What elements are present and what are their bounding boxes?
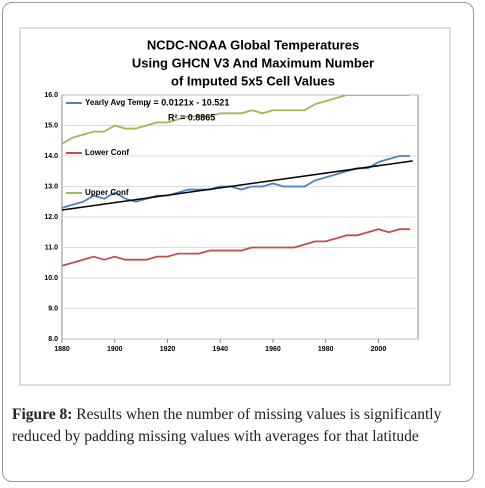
trend-r2: R² = 0.8865 [168,112,215,122]
chart-title: NCDC-NOAA Global Temperatures [147,37,359,52]
chart-title: of Imputed 5x5 Cell Values [171,73,335,88]
plot-lines [62,95,413,267]
caption-label: Figure 8: [12,406,73,423]
y-tick-label: 13.0 [44,183,58,190]
figure-frame [2,2,474,482]
y-tick-label: 16.0 [44,92,58,99]
series-line [62,95,411,145]
trend-equation: y = 0.0121x - 10.521 [146,97,229,107]
caption-text: Results when the number of missing value… [12,406,442,445]
x-tick-label: 1900 [107,346,123,353]
series-line [62,228,411,267]
y-tick-label: 8.0 [48,336,58,343]
chart: NCDC-NOAA Global Temperatures Using GHCN… [19,27,451,386]
trend-line [62,160,413,211]
x-tick-label: 1940 [212,346,228,353]
y-tick-label: 12.0 [44,214,58,221]
x-tick-label: 1920 [160,346,176,353]
y-tick-label: 15.0 [44,122,58,129]
y-tick-label: 14.0 [44,153,58,160]
caption: Figure 8: Results when the number of mis… [12,404,467,448]
x-tick-label: 1880 [54,346,70,353]
x-tick-label: 1980 [318,346,334,353]
legend-label: Yearly Avg Temp [85,98,148,107]
legend-label: Lower Conf [85,148,129,157]
chart-title: Using GHCN V3 And Maximum Number [132,55,374,70]
x-tick-label: 2000 [371,346,387,353]
y-tick-label: 11.0 [45,244,58,251]
x-tick-label: 1960 [265,346,281,353]
y-tick-label: 10.0 [44,275,58,282]
legend-label: Upper Conf [85,188,129,197]
y-tick-label: 9.0 [48,305,58,312]
